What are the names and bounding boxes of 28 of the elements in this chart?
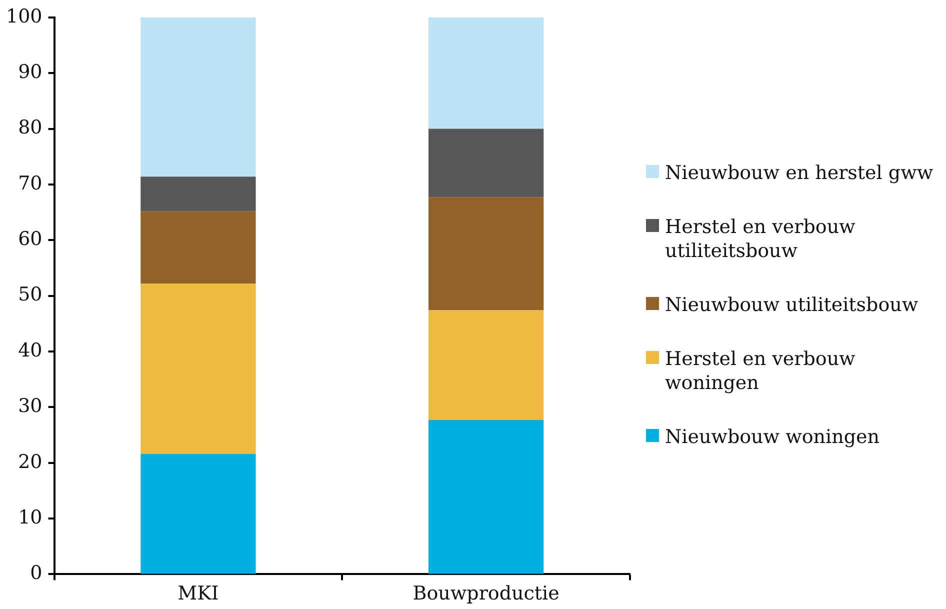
legend-label: Herstel en verbouw woningen xyxy=(665,346,856,394)
y-tick-label: 80 xyxy=(18,116,42,139)
legend-label: Nieuwbouw utiliteitsbouw xyxy=(665,292,920,316)
bar xyxy=(428,17,544,129)
y-tick-label: 60 xyxy=(18,228,42,250)
legend-label: Nieuwbouw en herstel gww xyxy=(665,160,934,184)
y-tick-label: 100 xyxy=(6,5,42,28)
y-tick-label: 90 xyxy=(18,61,42,84)
bar xyxy=(140,454,256,574)
bar xyxy=(140,211,256,284)
y-tick-label: 20 xyxy=(18,450,42,473)
y-tick-label: 70 xyxy=(18,172,42,194)
x-tick-label: MKI xyxy=(178,582,219,605)
bar xyxy=(140,284,256,454)
legend-label: Nieuwbouw woningen xyxy=(665,424,880,448)
bar xyxy=(428,310,544,420)
bar xyxy=(428,197,544,310)
y-tick-label: 50 xyxy=(18,284,42,306)
bar xyxy=(140,176,256,212)
legend-label: Herstel en verbouw utiliteitsbouw xyxy=(665,214,856,262)
y-tick-label: 10 xyxy=(18,506,42,528)
y-tick-label: 0 xyxy=(30,562,42,584)
bar xyxy=(428,420,544,574)
bar xyxy=(428,128,544,198)
y-tick-label: 40 xyxy=(18,339,42,362)
bar xyxy=(140,17,256,177)
x-tick-label: Bouwproductie xyxy=(412,582,560,605)
y-tick-label: 30 xyxy=(18,395,42,418)
